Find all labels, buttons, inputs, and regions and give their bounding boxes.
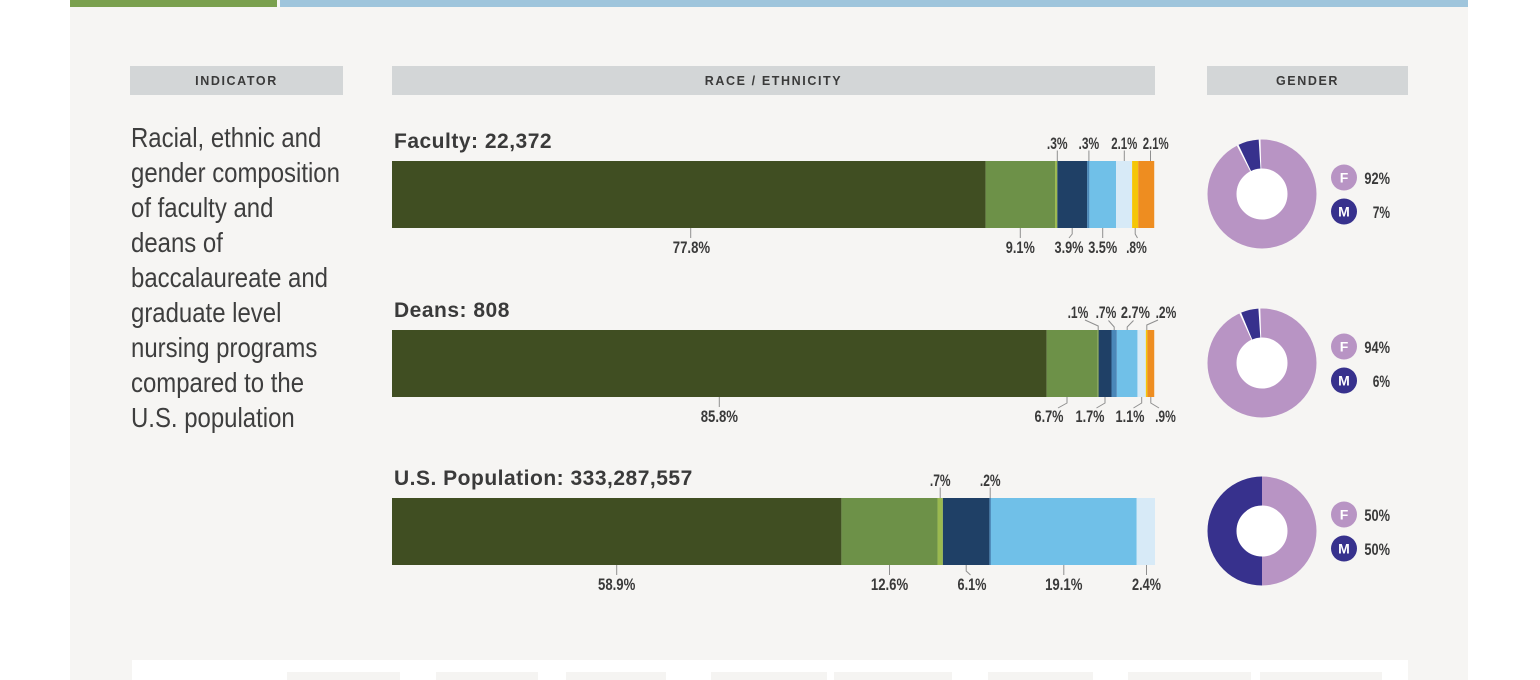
svg-text:.3%: .3% bbox=[1079, 134, 1100, 153]
svg-text:F: F bbox=[1340, 507, 1349, 523]
svg-text:3.9%: 3.9% bbox=[1055, 238, 1084, 257]
svg-text:77.8%: 77.8% bbox=[673, 238, 710, 257]
svg-text:F: F bbox=[1340, 169, 1349, 185]
svg-text:2.4%: 2.4% bbox=[1132, 575, 1161, 594]
svg-text:12.6%: 12.6% bbox=[871, 575, 908, 594]
svg-text:U.S. Population: 333,287,557: U.S. Population: 333,287,557 bbox=[394, 467, 693, 490]
svg-text:.9%: .9% bbox=[1155, 407, 1176, 426]
svg-text:7%: 7% bbox=[1373, 203, 1390, 222]
svg-text:92%: 92% bbox=[1364, 169, 1390, 188]
svg-text:Faculty: 22,372: Faculty: 22,372 bbox=[394, 130, 552, 153]
svg-text:M: M bbox=[1338, 203, 1350, 219]
svg-text:2.7%: 2.7% bbox=[1121, 303, 1150, 322]
svg-text:.8%: .8% bbox=[1126, 238, 1147, 257]
svg-text:19.1%: 19.1% bbox=[1045, 575, 1082, 594]
svg-text:.1%: .1% bbox=[1068, 303, 1089, 322]
svg-text:6%: 6% bbox=[1373, 372, 1390, 391]
svg-text:M: M bbox=[1338, 541, 1350, 557]
svg-text:Deans: 808: Deans: 808 bbox=[394, 299, 510, 322]
svg-text:.2%: .2% bbox=[980, 471, 1001, 490]
svg-text:94%: 94% bbox=[1364, 338, 1390, 357]
svg-text:1.7%: 1.7% bbox=[1076, 407, 1105, 426]
svg-text:6.1%: 6.1% bbox=[958, 575, 987, 594]
svg-text:2.1%: 2.1% bbox=[1111, 134, 1137, 153]
svg-text:50%: 50% bbox=[1364, 540, 1390, 559]
svg-text:.7%: .7% bbox=[930, 471, 951, 490]
svg-text:3.5%: 3.5% bbox=[1088, 238, 1117, 257]
svg-text:M: M bbox=[1338, 372, 1350, 388]
svg-text:1.1%: 1.1% bbox=[1116, 407, 1145, 426]
svg-text:6.7%: 6.7% bbox=[1035, 407, 1064, 426]
svg-text:.3%: .3% bbox=[1047, 134, 1068, 153]
svg-text:50%: 50% bbox=[1364, 506, 1390, 525]
svg-text:2.1%: 2.1% bbox=[1143, 134, 1169, 153]
svg-text:58.9%: 58.9% bbox=[598, 575, 635, 594]
svg-text:F: F bbox=[1340, 338, 1349, 354]
svg-text:9.1%: 9.1% bbox=[1006, 238, 1035, 257]
svg-text:85.8%: 85.8% bbox=[701, 407, 738, 426]
svg-text:.7%: .7% bbox=[1096, 303, 1117, 322]
svg-text:.2%: .2% bbox=[1156, 303, 1177, 322]
